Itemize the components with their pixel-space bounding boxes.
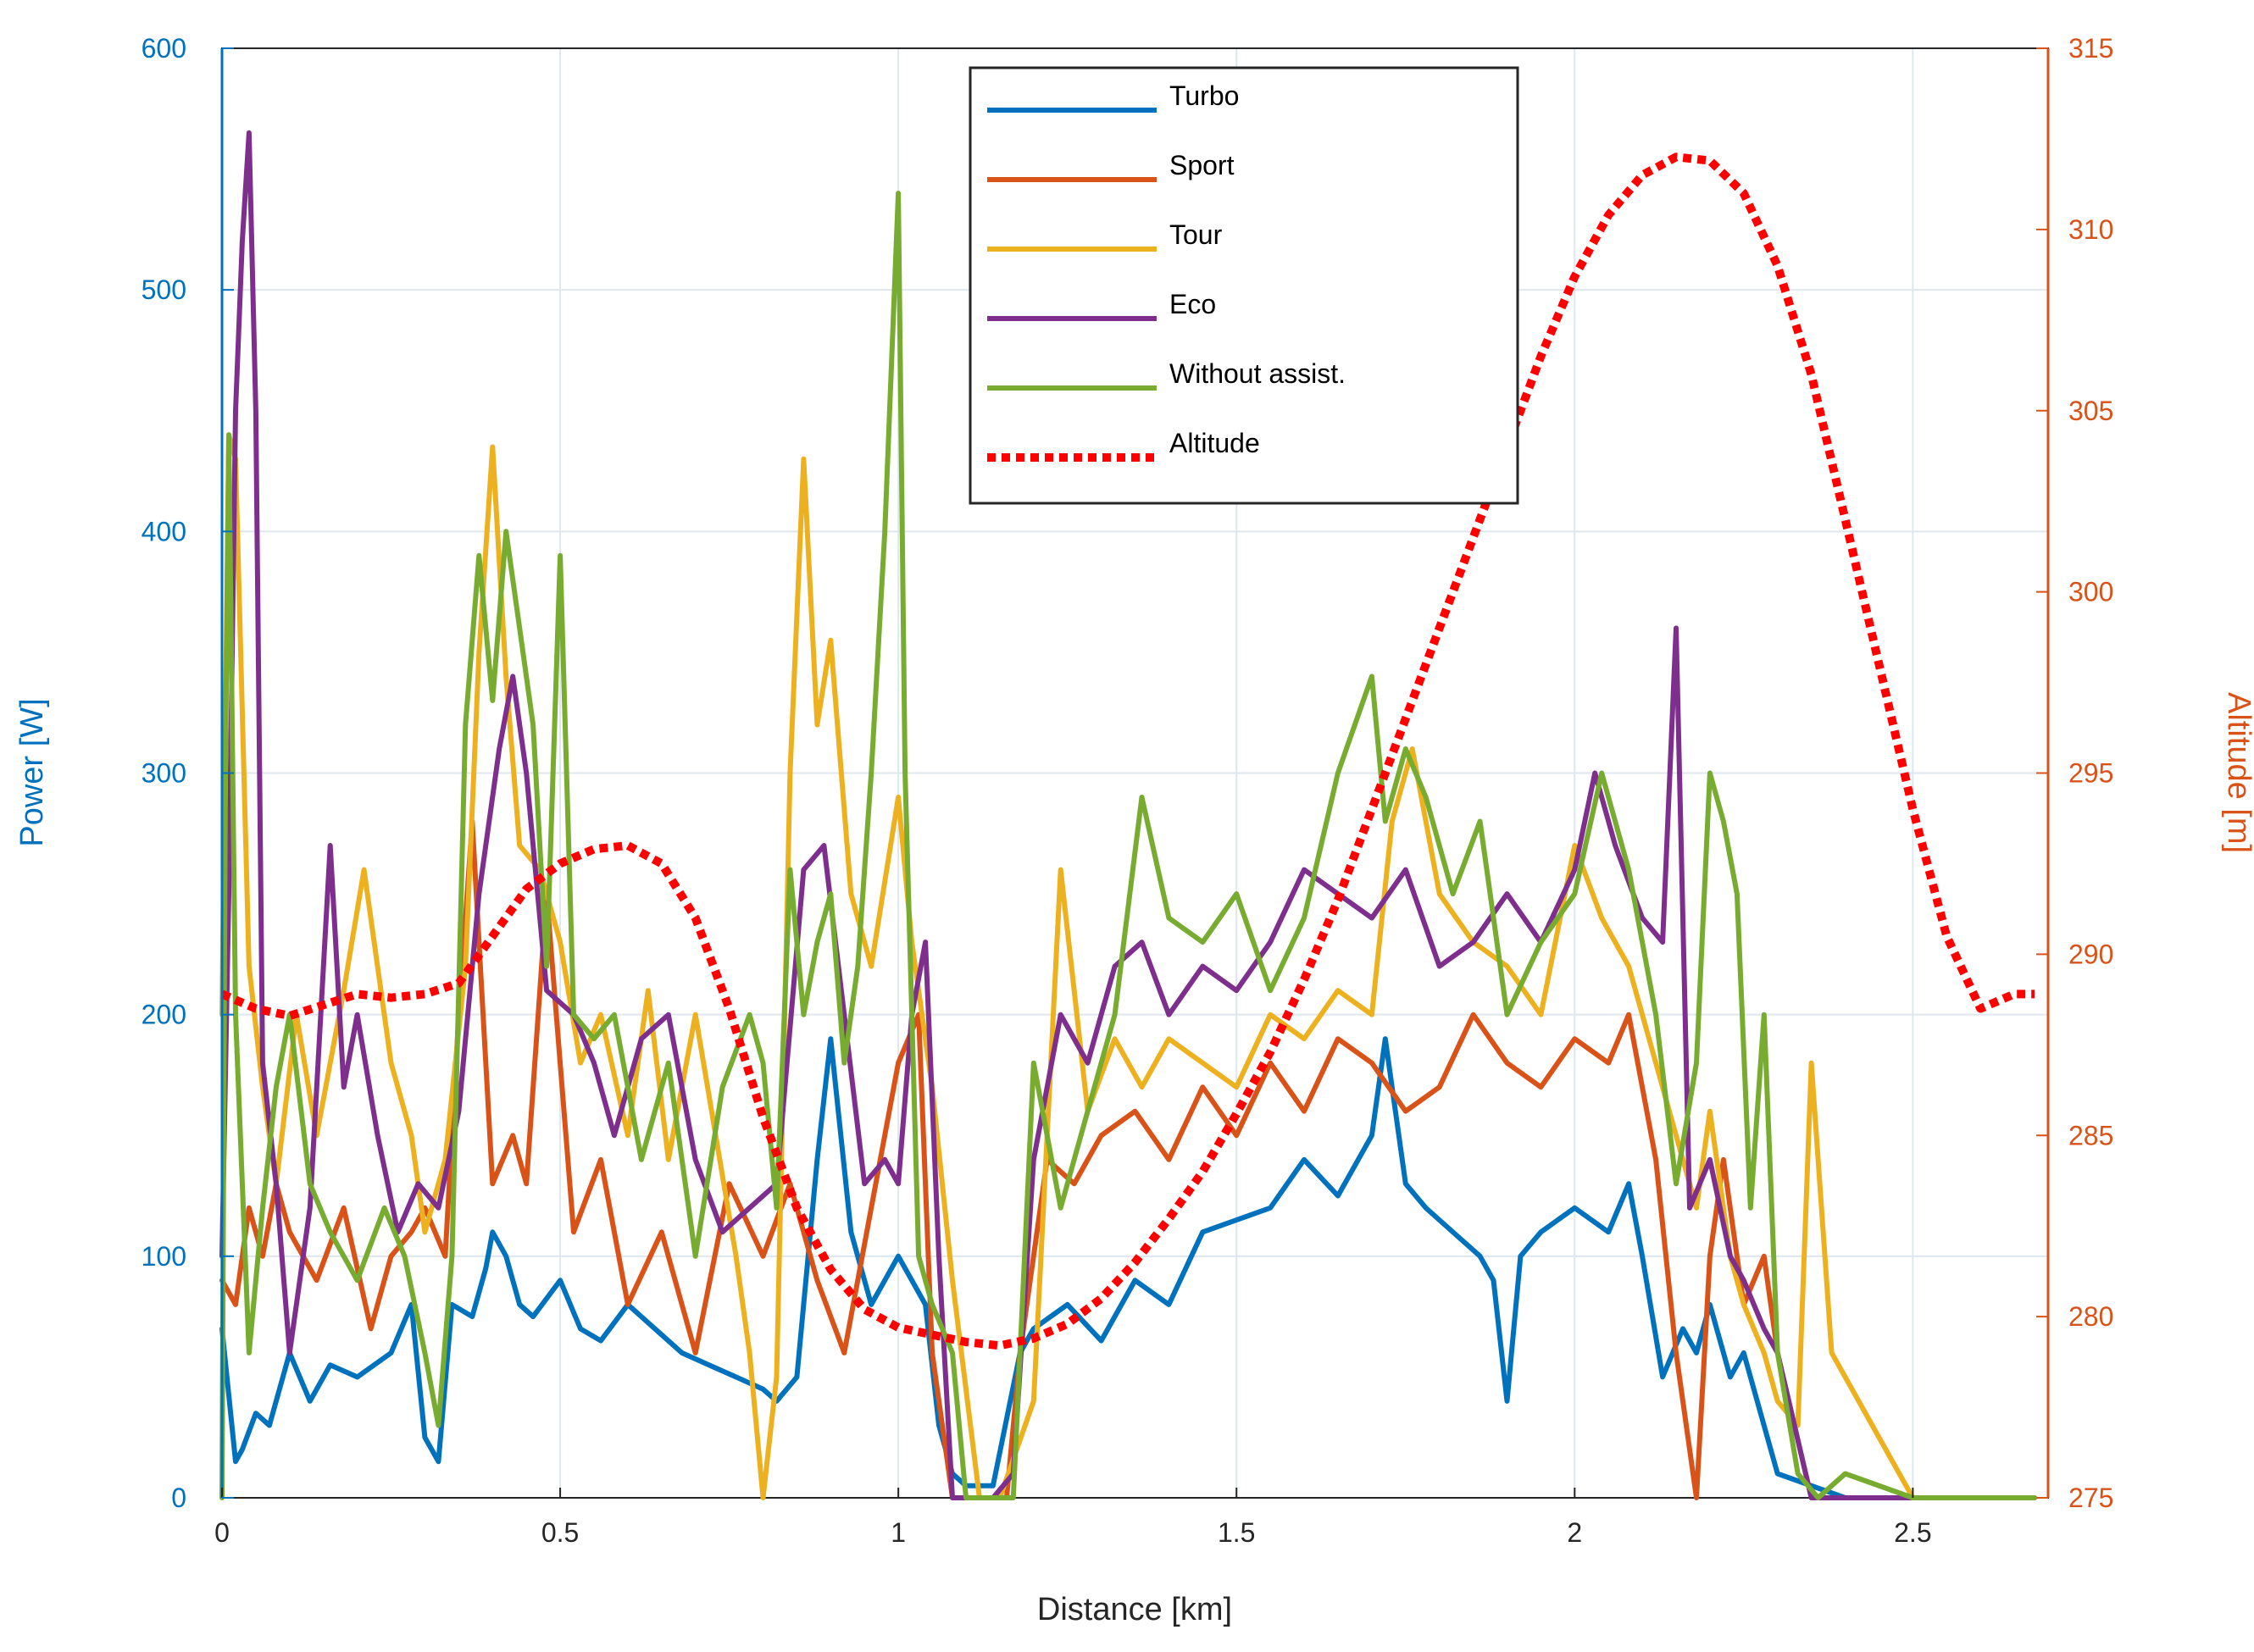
y-left-tick-label: 0: [171, 1483, 186, 1513]
series-line-tour: [219, 432, 2037, 1500]
y-right-tick-label: 280: [2068, 1301, 2113, 1332]
y-right-tick-label: 285: [2068, 1120, 2113, 1150]
x-tick-label: 0: [214, 1517, 230, 1548]
series-layer: [219, 130, 2037, 1500]
legend-label-sport: Sport: [1169, 150, 1235, 180]
y-right-tick-label: 315: [2068, 33, 2113, 64]
legend-box: [969, 66, 1519, 505]
legend: Turbo Sport Tour Eco Without assist. Altitude: [969, 66, 1519, 505]
x-axis-label: Distance [km]: [1037, 1592, 1232, 1627]
legend-label-altitude: Altitude: [1169, 428, 1260, 458]
x-tick-label: 0.5: [541, 1517, 579, 1548]
y-right-tick-label: 305: [2068, 396, 2113, 426]
y-right-tick-label: 275: [2068, 1483, 2113, 1513]
series-line-altitude: [220, 152, 2035, 1350]
y-right-tick-label: 290: [2068, 939, 2113, 969]
y-left-tick-label: 500: [142, 274, 186, 305]
series-line-without-assist: [219, 191, 2037, 1500]
y-left-tick-label: 400: [142, 516, 186, 546]
legend-label-turbo: Turbo: [1169, 80, 1239, 111]
y-right-tick-label: 300: [2068, 577, 2113, 607]
x-tick-label: 2: [1567, 1517, 1582, 1548]
legend-label-eco: Eco: [1169, 289, 1216, 319]
legend-label-tour: Tour: [1169, 219, 1223, 250]
y-left-tick-label: 600: [142, 33, 186, 64]
y-axis-right-label: Altitude [m]: [2221, 692, 2254, 853]
y-left-tick-label: 300: [142, 758, 186, 789]
y-right-tick-label: 310: [2068, 214, 2113, 245]
legend-label-without-assist: Without assist.: [1169, 358, 1346, 389]
y-left-tick-label: 100: [142, 1241, 186, 1272]
y-right-tick-label: 295: [2068, 758, 2113, 789]
x-tick-label: 2.5: [1894, 1517, 1931, 1548]
series-line-eco: [219, 130, 2037, 1500]
x-tick-label: 1.5: [1218, 1517, 1255, 1548]
ticks: 0 0.5 1 1.5 2 2.5 0 100 200 300 400 500 600 275 280 285…: [142, 33, 2114, 1548]
y-axis-left-label: Power [W]: [14, 698, 50, 846]
x-tick-label: 1: [891, 1517, 906, 1548]
y-left-tick-label: 200: [142, 1000, 186, 1030]
